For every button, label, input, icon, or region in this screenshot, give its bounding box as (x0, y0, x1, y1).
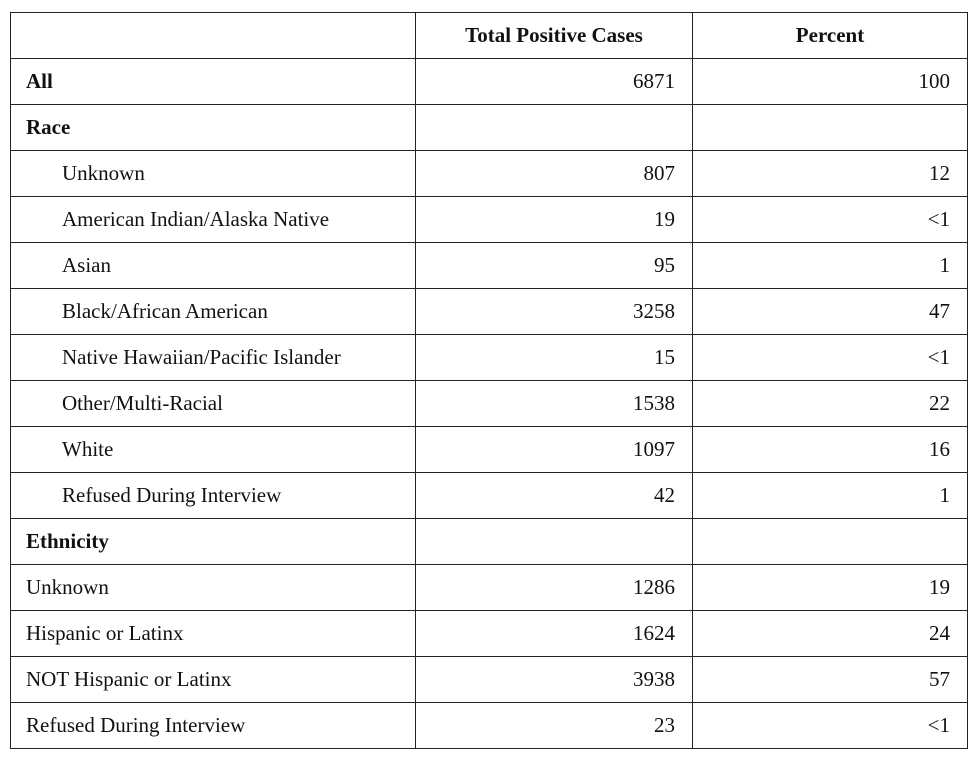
cases-cell: 1097 (415, 426, 693, 473)
percent-cell: 24 (692, 610, 968, 657)
cases-cell: 1538 (415, 380, 693, 427)
percent-cell: 12 (692, 150, 968, 197)
empty-cell (692, 104, 968, 151)
table-row: All 6871 100 (10, 58, 968, 105)
cases-cell: 23 (415, 702, 693, 749)
row-label: All (10, 58, 416, 105)
table-row: Asian 95 1 (10, 242, 968, 289)
row-label: Refused During Interview (10, 702, 416, 749)
percent-cell: <1 (692, 196, 968, 243)
row-label: White (10, 426, 416, 473)
cases-cell: 3258 (415, 288, 693, 335)
header-cell (10, 12, 416, 59)
cases-cell: 1286 (415, 564, 693, 611)
cases-cell: 3938 (415, 656, 693, 703)
percent-cell: 22 (692, 380, 968, 427)
empty-cell (692, 518, 968, 565)
percent-cell: 100 (692, 58, 968, 105)
percent-cell: 47 (692, 288, 968, 335)
percent-cell: 57 (692, 656, 968, 703)
data-table: Total Positive Cases Percent All 6871 100 R… (10, 12, 968, 749)
percent-cell: <1 (692, 334, 968, 381)
group-title: Ethnicity (10, 518, 416, 565)
cases-cell: 1624 (415, 610, 693, 657)
row-label: Native Hawaiian/Pacific Islander (10, 334, 416, 381)
cases-cell: 6871 (415, 58, 693, 105)
percent-cell: <1 (692, 702, 968, 749)
row-label: Other/Multi-Racial (10, 380, 416, 427)
cases-cell: 19 (415, 196, 693, 243)
percent-cell: 16 (692, 426, 968, 473)
group-row: Ethnicity (10, 518, 968, 565)
group-row: Race (10, 104, 968, 151)
cases-cell: 95 (415, 242, 693, 289)
empty-cell (415, 104, 693, 151)
row-label: NOT Hispanic or Latinx (10, 656, 416, 703)
row-label: Black/African American (10, 288, 416, 335)
table-body: All 6871 100 Race Unknown 807 12 American India… (10, 58, 968, 749)
table-row: Refused During Interview 23 <1 (10, 702, 968, 749)
header-row: Total Positive Cases Percent (10, 12, 968, 59)
table-row: American Indian/Alaska Native 19 <1 (10, 196, 968, 243)
table-row: NOT Hispanic or Latinx 3938 57 (10, 656, 968, 703)
percent-cell: 1 (692, 472, 968, 519)
row-label: Unknown (10, 150, 416, 197)
row-label: Hispanic or Latinx (10, 610, 416, 657)
cases-cell: 807 (415, 150, 693, 197)
cases-cell: 42 (415, 472, 693, 519)
group-title: Race (10, 104, 416, 151)
header-cell: Percent (692, 12, 968, 59)
percent-cell: 1 (692, 242, 968, 289)
table-row: Other/Multi-Racial 1538 22 (10, 380, 968, 427)
table-row: Black/African American 3258 47 (10, 288, 968, 335)
empty-cell (415, 518, 693, 565)
table-row: Unknown 807 12 (10, 150, 968, 197)
table-row: Native Hawaiian/Pacific Islander 15 <1 (10, 334, 968, 381)
row-label: Refused During Interview (10, 472, 416, 519)
row-label: Asian (10, 242, 416, 289)
table-row: Unknown 1286 19 (10, 564, 968, 611)
percent-cell: 19 (692, 564, 968, 611)
row-label: Unknown (10, 564, 416, 611)
table-row: Hispanic or Latinx 1624 24 (10, 610, 968, 657)
table-row: White 1097 16 (10, 426, 968, 473)
cases-cell: 15 (415, 334, 693, 381)
row-label: American Indian/Alaska Native (10, 196, 416, 243)
table-row: Refused During Interview 42 1 (10, 472, 968, 519)
header-cell: Total Positive Cases (415, 12, 693, 59)
